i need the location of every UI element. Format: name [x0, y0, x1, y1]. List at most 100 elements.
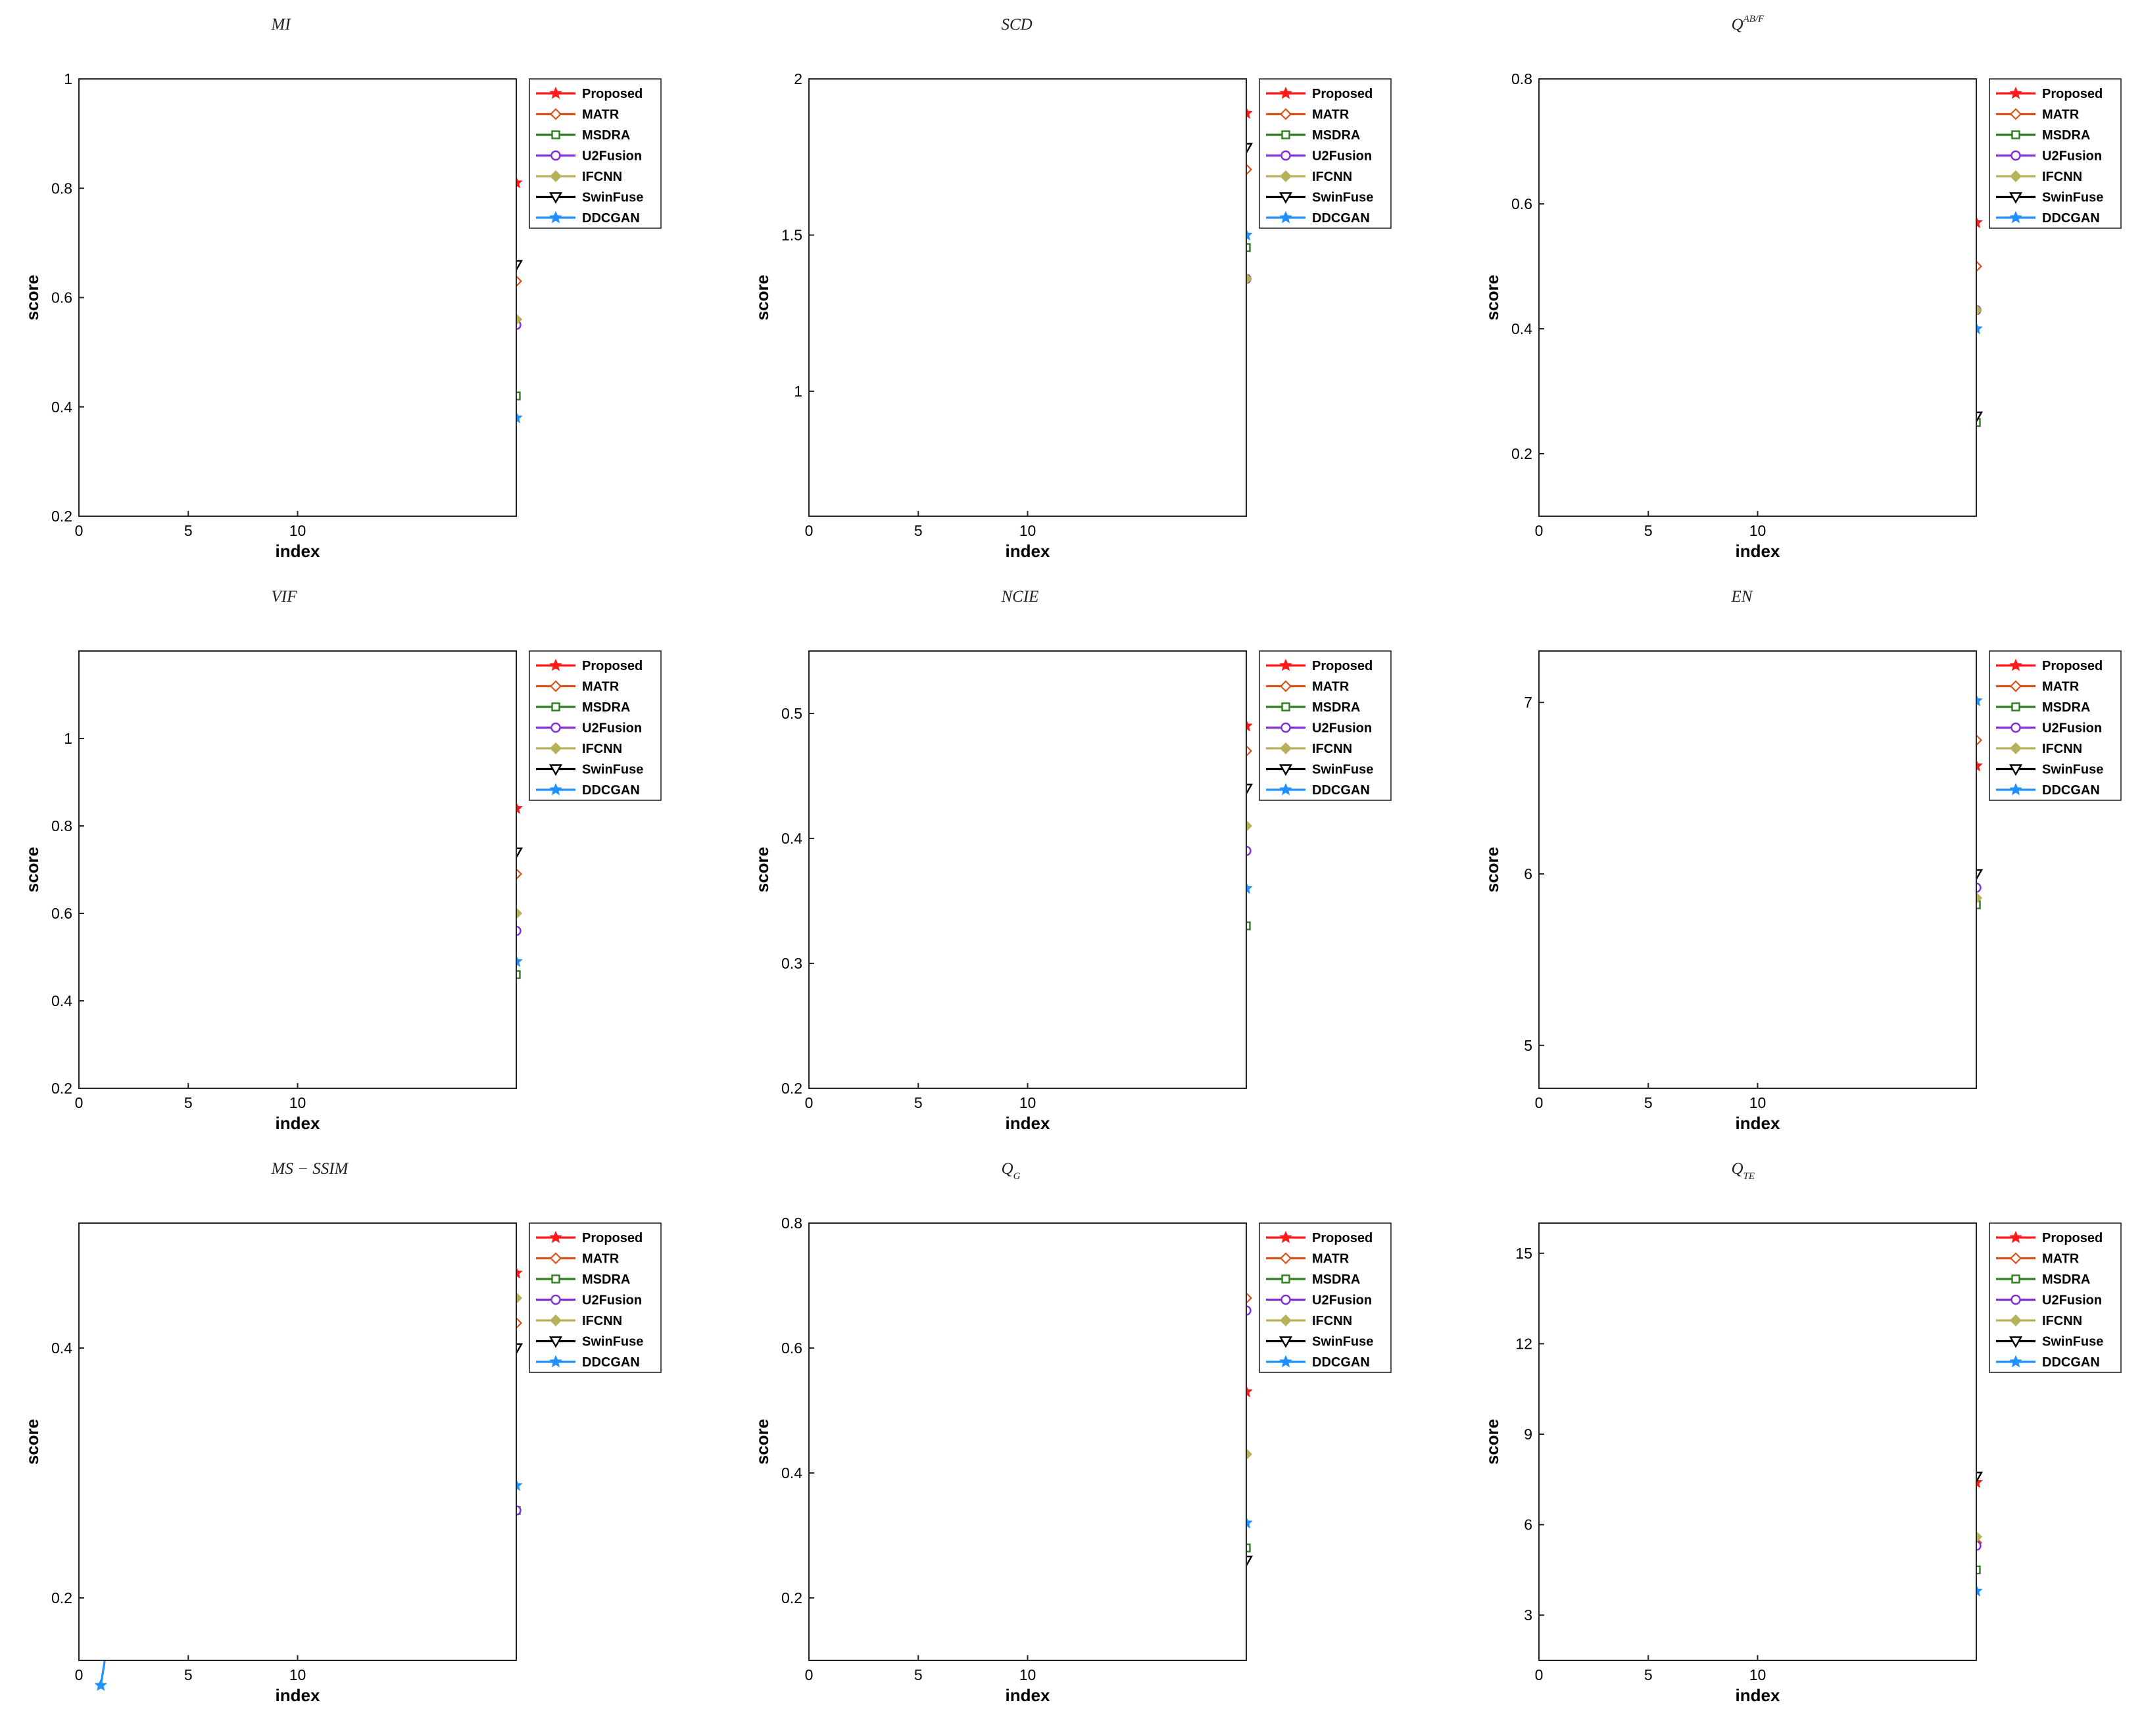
legend-marker — [2011, 1274, 2020, 1284]
y-axis-label: score — [752, 275, 772, 320]
x-tick-label: 5 — [184, 1094, 193, 1111]
plot-frame — [1538, 650, 1977, 1089]
legend-entry-msdra: MSDRA — [1266, 128, 1360, 143]
legend-entry-matr: MATR — [1266, 680, 1350, 694]
y-tick-label: 7 — [1524, 694, 1532, 711]
legend-entry-ddcgan: DDCGAN — [536, 783, 640, 798]
legend-entry-msdra: MSDRA — [1996, 1272, 2090, 1287]
legend-entry-matr: MATR — [1996, 1252, 2080, 1266]
plot-frame — [78, 78, 517, 517]
legend-entry-ifcnn: IFCNN — [1266, 1314, 1352, 1328]
legend-label: SwinFuse — [1312, 191, 1373, 205]
legend-entry-matr: MATR — [1996, 680, 2080, 694]
y-axis-label: score — [22, 275, 42, 320]
x-tick-label: 10 — [1019, 1094, 1036, 1111]
plot-frame — [1538, 78, 1977, 517]
legend-entry-u2fusion: U2Fusion — [1266, 721, 1372, 736]
legend-label: IFCNN — [1312, 1314, 1352, 1328]
x-axis-label: index — [276, 541, 320, 561]
y-tick-label: 0.2 — [51, 1080, 72, 1097]
legend-marker — [1279, 742, 1292, 755]
x-tick-label: 10 — [289, 522, 306, 539]
legend: Proposed MATR MSDRA U2Fusion IFCNN SwinFuse DD… — [529, 1222, 662, 1373]
legend-marker — [2009, 1230, 2022, 1243]
y-tick-label: 5 — [1524, 1037, 1532, 1054]
legend-marker — [2009, 783, 2022, 796]
legend-entry-msdra: MSDRA — [1996, 700, 2090, 715]
legend-marker — [1279, 170, 1292, 183]
plot-frame — [78, 650, 517, 1089]
legend-marker — [1279, 658, 1292, 671]
legend-label: Proposed — [2042, 87, 2103, 101]
legend-label: Proposed — [582, 659, 643, 673]
legend-entry-u2fusion: U2Fusion — [536, 721, 642, 736]
legend-marker — [2009, 170, 2022, 183]
legend-marker — [550, 1294, 561, 1305]
legend-marker — [2011, 702, 2020, 711]
y-axis-label: score — [752, 1419, 772, 1464]
legend-label: IFCNN — [582, 742, 622, 756]
x-tick-label: 0 — [1535, 1666, 1544, 1683]
plot-frame — [808, 650, 1247, 1089]
legend-label: DDCGAN — [582, 783, 640, 798]
y-tick-label: 0.6 — [781, 1339, 802, 1357]
legend-label: MSDRA — [582, 1272, 630, 1287]
y-tick-label: 0.6 — [1511, 195, 1532, 212]
legend-entry-u2fusion: U2Fusion — [536, 149, 642, 164]
y-tick-label: 0.2 — [51, 1589, 72, 1606]
y-tick-label: 0.8 — [781, 1215, 802, 1232]
legend-label: SwinFuse — [1312, 763, 1373, 777]
legend-entry-ddcgan: DDCGAN — [1266, 783, 1370, 798]
legend-marker — [2009, 210, 2022, 224]
legend-label: DDCGAN — [1312, 211, 1370, 226]
title-base: Q — [1732, 1160, 1743, 1178]
legend-marker — [2009, 86, 2022, 99]
legend-label: SwinFuse — [1312, 1335, 1373, 1349]
legend-label: MATR — [1312, 1252, 1350, 1266]
chart-title: QTE — [1732, 1160, 1755, 1182]
legend-label: U2Fusion — [2042, 1293, 2102, 1308]
legend-entry-msdra: MSDRA — [1996, 128, 2090, 143]
y-tick-label: 0.8 — [51, 817, 72, 834]
x-tick-label: 0 — [805, 1666, 814, 1683]
x-axis-label: index — [1006, 1685, 1050, 1705]
legend-label: U2Fusion — [582, 149, 642, 164]
legend-entry-matr: MATR — [1996, 108, 2080, 122]
legend-marker — [2009, 1252, 2022, 1265]
y-tick-label: 0.5 — [781, 705, 802, 722]
legend-label: DDCGAN — [582, 1355, 640, 1370]
y-tick-label: 12 — [1515, 1335, 1532, 1352]
x-axis-label: index — [1736, 541, 1780, 561]
legend-entry-proposed: Proposed — [1266, 86, 1373, 101]
x-tick-label: 0 — [75, 1666, 84, 1683]
legend-entry-proposed: Proposed — [1266, 658, 1373, 673]
y-tick-label: 0.6 — [51, 905, 72, 922]
legend-label: MSDRA — [2042, 700, 2090, 715]
legend-entry-ifcnn: IFCNN — [1266, 742, 1352, 756]
legend-label: Proposed — [2042, 659, 2103, 673]
legend-entry-proposed: Proposed — [536, 86, 643, 101]
legend-label: SwinFuse — [2042, 763, 2103, 777]
legend-label: Proposed — [1312, 87, 1373, 101]
legend-entry-ddcgan: DDCGAN — [1996, 210, 2100, 226]
legend-label: SwinFuse — [582, 191, 643, 205]
x-tick-label: 5 — [914, 1094, 923, 1111]
legend-marker — [549, 742, 562, 755]
x-tick-label: 10 — [1019, 522, 1036, 539]
legend-entry-u2fusion: U2Fusion — [1996, 721, 2102, 736]
chart-title: MS − SSIM — [271, 1160, 349, 1178]
legend-entry-ifcnn: IFCNN — [1996, 742, 2082, 756]
legend-marker — [550, 722, 561, 733]
legend-label: SwinFuse — [582, 763, 643, 777]
y-tick-label: 9 — [1524, 1426, 1532, 1443]
legend-label: MATR — [2042, 108, 2080, 122]
x-tick-label: 10 — [289, 1666, 306, 1683]
legend-label: MATR — [1312, 108, 1350, 122]
legend-marker — [549, 170, 562, 183]
legend-marker — [551, 702, 560, 711]
legend-label: MATR — [582, 680, 620, 694]
legend-entry-swinfuse: SwinFuse — [536, 763, 643, 777]
title-subscript: TE — [1743, 1171, 1755, 1182]
x-tick-label: 10 — [1749, 1094, 1766, 1111]
x-axis-label: index — [276, 1113, 320, 1133]
